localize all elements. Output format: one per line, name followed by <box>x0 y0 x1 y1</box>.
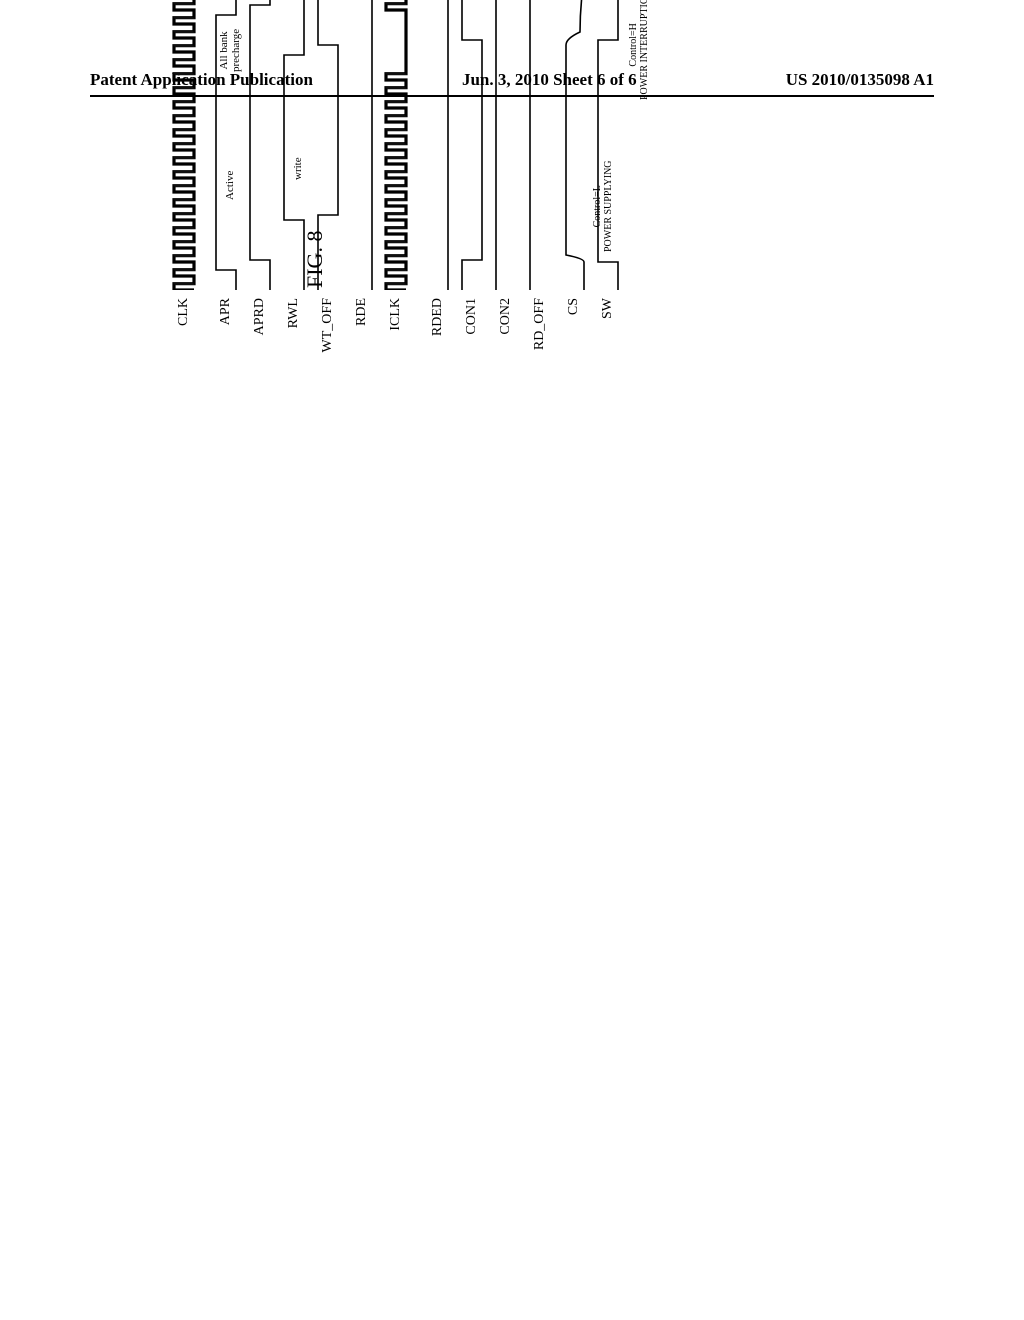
signal-label: CLK <box>170 290 192 370</box>
signal-label: RDED <box>424 290 446 370</box>
signal-waveform: Control=L POWER SUPPLYINGControl=L POWER… <box>594 0 622 290</box>
signal-label: ICLK <box>382 290 404 370</box>
signal-row: RDE <box>348 0 376 370</box>
signal-label: CON2 <box>492 290 514 370</box>
bottom-annotations: Control=H POWER INTERRUPTIONControl=H PO… <box>628 0 668 290</box>
signal-row: CLK <box>170 0 206 370</box>
signal-row: RWLwriteread <box>280 0 308 370</box>
signal-waveform: ActiveAll bank prechargeActiveAll bank p… <box>212 0 240 290</box>
signal-row: APRActiveAll bank prechargeActiveAll ban… <box>212 0 240 370</box>
signal-label: RD_OFF <box>526 290 548 370</box>
waveform-annotation: Active <box>224 171 236 200</box>
signal-waveform <box>492 0 520 290</box>
signal-waveform <box>348 0 376 290</box>
waveform-annotation: Control=L POWER SUPPLYING <box>592 160 614 252</box>
signal-row: ICLK <box>382 0 418 370</box>
signal-row: RD_OFF <box>526 0 554 370</box>
signal-row: SWControl=L POWER SUPPLYINGControl=L POW… <box>594 0 622 370</box>
signal-row: CS <box>560 0 588 370</box>
signal-row: CON1 <box>458 0 486 370</box>
waveform-annotation: All bank precharge <box>218 29 242 72</box>
signal-waveform <box>560 0 588 290</box>
signal-waveform <box>382 0 418 290</box>
signal-label: RDE <box>348 290 370 370</box>
signal-row: CON2 <box>492 0 520 370</box>
signal-waveform <box>526 0 554 290</box>
signal-row: APRD <box>246 0 274 370</box>
signal-label: APRD <box>246 290 268 370</box>
signal-label: RWL <box>280 290 302 370</box>
signal-waveform: writeread <box>280 0 308 290</box>
bottom-annotation: Control=H POWER INTERRUPTION <box>628 0 650 100</box>
signal-label: WT_OFF <box>314 290 336 370</box>
header-right: US 2010/0135098 A1 <box>786 70 934 90</box>
waveform-annotation: write <box>292 157 304 180</box>
signal-waveform <box>314 0 342 290</box>
signal-waveform <box>424 0 452 290</box>
signal-waveform <box>458 0 486 290</box>
signal-waveform <box>170 0 206 290</box>
signal-label: SW <box>594 290 616 370</box>
signal-label: CON1 <box>458 290 480 370</box>
timing-diagram: CLKAPRActiveAll bank prechargeActiveAll … <box>170 0 668 370</box>
signal-waveform <box>246 0 274 290</box>
signal-label: APR <box>212 290 234 370</box>
signal-label: CS <box>560 290 582 370</box>
signal-row: RDED <box>424 0 452 370</box>
signal-row: WT_OFF <box>314 0 342 370</box>
